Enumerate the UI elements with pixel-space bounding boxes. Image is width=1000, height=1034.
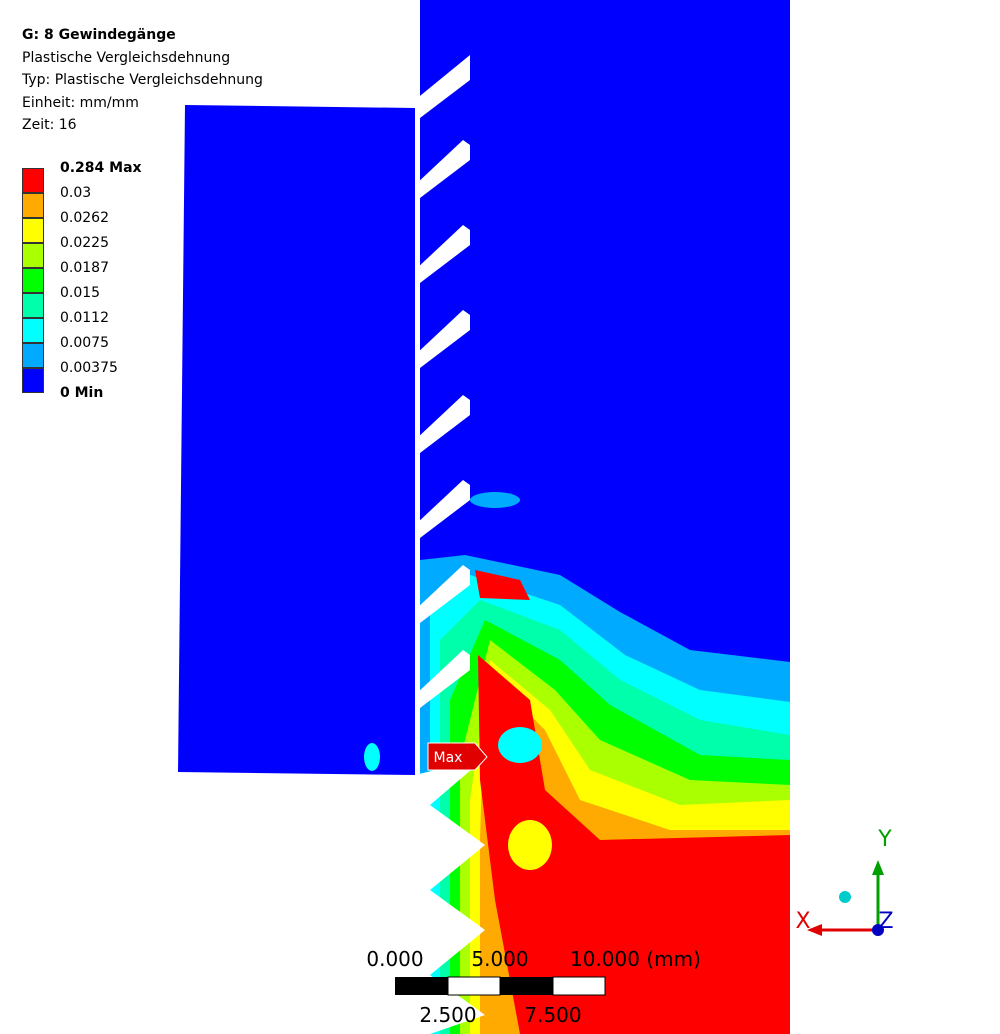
legend-swatch xyxy=(22,293,44,318)
scale-label: 10.000 (mm) xyxy=(570,947,701,971)
header-line: Einheit: mm/mm xyxy=(22,94,139,111)
header-line: Zeit: 16 xyxy=(22,117,77,133)
legend-label: 0 Min xyxy=(60,385,104,401)
header-title: G: 8 Gewindegänge xyxy=(22,27,176,43)
header-lines: Plastische Vergleichsdehnung Typ: Plastis… xyxy=(22,47,263,137)
axis-label: X xyxy=(795,909,810,934)
legend-label: 0.0112 xyxy=(60,310,109,326)
legend-label: 0.015 xyxy=(60,285,101,301)
legend-swatch xyxy=(22,193,44,218)
legend-label: 0.00375 xyxy=(60,360,118,376)
scale-label: 2.500 xyxy=(419,1003,476,1027)
axis-label: Y xyxy=(877,827,892,852)
legend-label: 0.284 Max xyxy=(60,160,142,176)
contour xyxy=(508,820,552,870)
contour xyxy=(478,655,790,1034)
nut xyxy=(178,105,415,775)
legend-label: 0.03 xyxy=(60,185,92,201)
axis-label: Z xyxy=(878,909,893,934)
legend-swatch xyxy=(22,368,44,393)
legend-swatch xyxy=(22,218,44,243)
probe: Max xyxy=(427,742,488,771)
legend-swatch xyxy=(22,243,44,268)
contour xyxy=(364,743,380,771)
header-line: Plastische Vergleichsdehnung xyxy=(22,49,231,66)
probe-label: Max xyxy=(434,750,463,766)
contour xyxy=(475,570,530,600)
thread-gaps xyxy=(0,0,485,1034)
axis-triad: Y X Z xyxy=(795,827,894,936)
legend-swatch xyxy=(22,318,44,343)
scale-label: 7.500 xyxy=(524,1003,581,1027)
legend-swatch xyxy=(22,168,44,193)
scale-bar: 0.000 5.000 10.000 (mm) 2.500 7.500 xyxy=(366,947,701,1027)
contour xyxy=(470,492,520,508)
scale-label: 0.000 xyxy=(366,947,423,971)
legend-label: 0.0262 xyxy=(60,210,109,226)
legend-label: 0.0187 xyxy=(60,260,109,276)
header-line: Typ: Plastische Vergleichsdehnung xyxy=(22,72,263,88)
contour xyxy=(498,727,542,763)
legend-label: 0.0075 xyxy=(60,335,109,351)
legend-swatch xyxy=(22,343,44,368)
legend-label: 0.0225 xyxy=(60,235,109,251)
legend-swatch xyxy=(22,268,44,293)
header: G: 8 Gewindegänge Plastische Vergleichsd… xyxy=(22,24,263,137)
scale-label: 5.000 xyxy=(471,947,528,971)
